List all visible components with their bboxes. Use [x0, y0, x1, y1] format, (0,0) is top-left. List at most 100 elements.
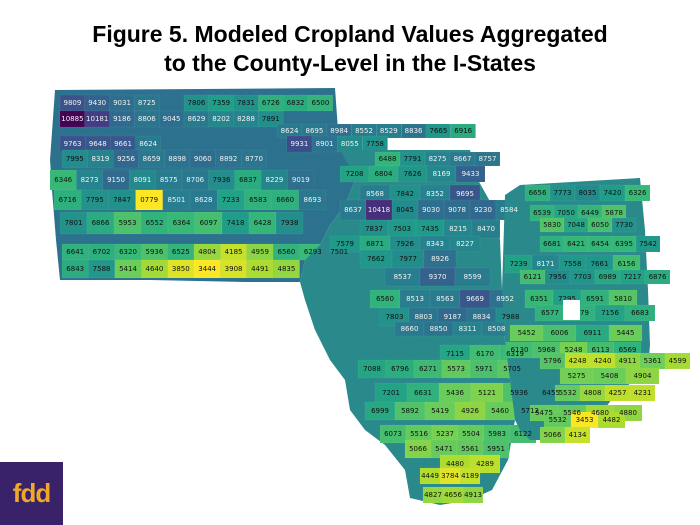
- iowa-county-label: 9763: [64, 140, 82, 148]
- illinois-county-label: 6170: [476, 350, 494, 358]
- iowa-county-label: 7795: [86, 196, 104, 204]
- iowa-county-label: 9019: [292, 176, 310, 184]
- illinois-county-label: 7208: [346, 170, 364, 178]
- illinois-county-label: 7626: [404, 170, 422, 178]
- illinois-county-label: 8215: [449, 225, 467, 233]
- illinois-county-label: 5419: [431, 407, 449, 415]
- figure-title-line-1: Figure 5. Modeled Cropland Values Aggreg…: [92, 21, 608, 47]
- indiana-county-label: 4680: [591, 409, 609, 417]
- indiana-county-label: 5796: [544, 357, 562, 365]
- indiana-county-label: 5475: [535, 409, 553, 417]
- illinois-county-label: 7837: [365, 225, 383, 233]
- illinois-county-label: 5983: [488, 430, 506, 438]
- illinois-county-cell: [471, 219, 501, 239]
- illinois-county-label: 8227: [456, 240, 474, 248]
- illinois-county-label: 5066: [409, 445, 427, 453]
- illinois-county-label: 5971: [475, 365, 493, 373]
- iowa-county-label: 8770: [245, 155, 263, 163]
- illinois-county-label: 5436: [446, 389, 464, 397]
- illinois-county-label: 8563: [436, 295, 454, 303]
- indiana-county-label: 5878: [605, 209, 623, 217]
- indiana-county-label: 4911: [619, 357, 637, 365]
- illinois-county-label: 6271: [419, 365, 437, 373]
- indiana-county-cell: [664, 352, 691, 370]
- illinois-county-label: 7842: [396, 190, 414, 198]
- illinois-county-label: 5573: [447, 365, 465, 373]
- illinois-county-cell: [474, 151, 501, 167]
- indiana-county-label: 6449: [581, 209, 599, 217]
- indiana-county-label: 3453: [576, 416, 594, 424]
- iowa-county-label: 9060: [194, 155, 212, 163]
- iowa-county-label: 8706: [186, 176, 204, 184]
- iowa-county-label: 6726: [262, 99, 280, 107]
- iowa-county-label: 7806: [187, 99, 205, 107]
- iowa-county-label: 9031: [113, 99, 131, 107]
- iowa-county-label: 6583: [249, 196, 267, 204]
- indiana-county-cell: [624, 304, 656, 322]
- indiana-county-label: 7217: [624, 273, 642, 281]
- indiana-county-label: 4808: [584, 389, 602, 397]
- iowa-county-label: 9045: [163, 115, 181, 123]
- indiana-county-label: 7661: [591, 260, 609, 268]
- iowa-county-label: 7758: [366, 140, 384, 148]
- iowa-county-label: 7847: [113, 196, 131, 204]
- iowa-county-label: 8901: [316, 140, 334, 148]
- iowa-county-label: 8091: [133, 176, 151, 184]
- illinois-county-label: 9433: [462, 170, 480, 178]
- indiana-county-label: 6113: [592, 346, 610, 354]
- iowa-county-label: 6560: [277, 248, 295, 256]
- illinois-county-label: 7803: [386, 313, 404, 321]
- indiana-county-label: 5445: [617, 329, 635, 337]
- iowa-county-label: 8575: [160, 176, 178, 184]
- iowa-county-label: 8288: [237, 115, 255, 123]
- indiana-county-label: 5361: [644, 357, 662, 365]
- illinois-county-label: 9669: [466, 295, 484, 303]
- indiana-county-label: 6989: [599, 273, 617, 281]
- illinois-county-label: 5460: [491, 407, 509, 415]
- indiana-county-label: 6569: [619, 346, 637, 354]
- illinois-county-label: 7662: [367, 255, 385, 263]
- illinois-county-label: 5936: [510, 389, 528, 397]
- illinois-county-label: 4656: [444, 491, 462, 499]
- iowa-county-label: 9661: [114, 140, 132, 148]
- indiana-county-label: 6539: [533, 209, 551, 217]
- illinois-county-label: 8667: [454, 155, 472, 163]
- iowa-county-label: 8273: [81, 176, 99, 184]
- iowa-county-label: 8659: [143, 155, 161, 163]
- iowa-county-label: 4640: [145, 265, 163, 273]
- indiana-county-label: 4257: [609, 389, 627, 397]
- illinois-county-label: 4827: [424, 491, 442, 499]
- indiana-county-label: 7542: [639, 240, 657, 248]
- iowa-county-label: 9809: [63, 99, 81, 107]
- iowa-county-label: 9931: [290, 140, 308, 148]
- indiana-county-label: 5968: [538, 346, 556, 354]
- indiana-county-label: 5248: [565, 346, 583, 354]
- iowa-county-label: 4835: [277, 265, 295, 273]
- lake-patch: [563, 300, 580, 320]
- illinois-county-label: 8045: [396, 206, 414, 214]
- iowa-county-label: 5953: [119, 219, 137, 227]
- iowa-county-cell: [258, 110, 284, 128]
- iowa-county-label: 6832: [287, 99, 305, 107]
- illinois-county-label: 8803: [415, 313, 433, 321]
- illinois-county-label: 3784: [441, 472, 459, 480]
- indiana-county-cell: [564, 426, 591, 444]
- iowa-county-label: 3850: [172, 265, 190, 273]
- illinois-county-label: 7435: [421, 225, 439, 233]
- iowa-county-label: 6702: [93, 248, 111, 256]
- indiana-county-label: 7295: [558, 295, 576, 303]
- indiana-county-label: 6911: [584, 329, 602, 337]
- indiana-county-label: 6876: [649, 273, 667, 281]
- illinois-county-label: 6631: [414, 389, 432, 397]
- illinois-county-label: 9230: [474, 206, 492, 214]
- illinois-county-label: 5237: [436, 430, 454, 438]
- illinois-county-label: 9030: [422, 206, 440, 214]
- illinois-county-label: 6073: [384, 430, 402, 438]
- indiana-county-label: 4880: [619, 409, 637, 417]
- iowa-county-label: 7588: [93, 265, 111, 273]
- illinois-county-label: 8757: [479, 155, 497, 163]
- indiana-county-label: 4599: [669, 357, 687, 365]
- illinois-county-label: 5892: [401, 407, 419, 415]
- indiana-county-label: 6681: [543, 240, 561, 248]
